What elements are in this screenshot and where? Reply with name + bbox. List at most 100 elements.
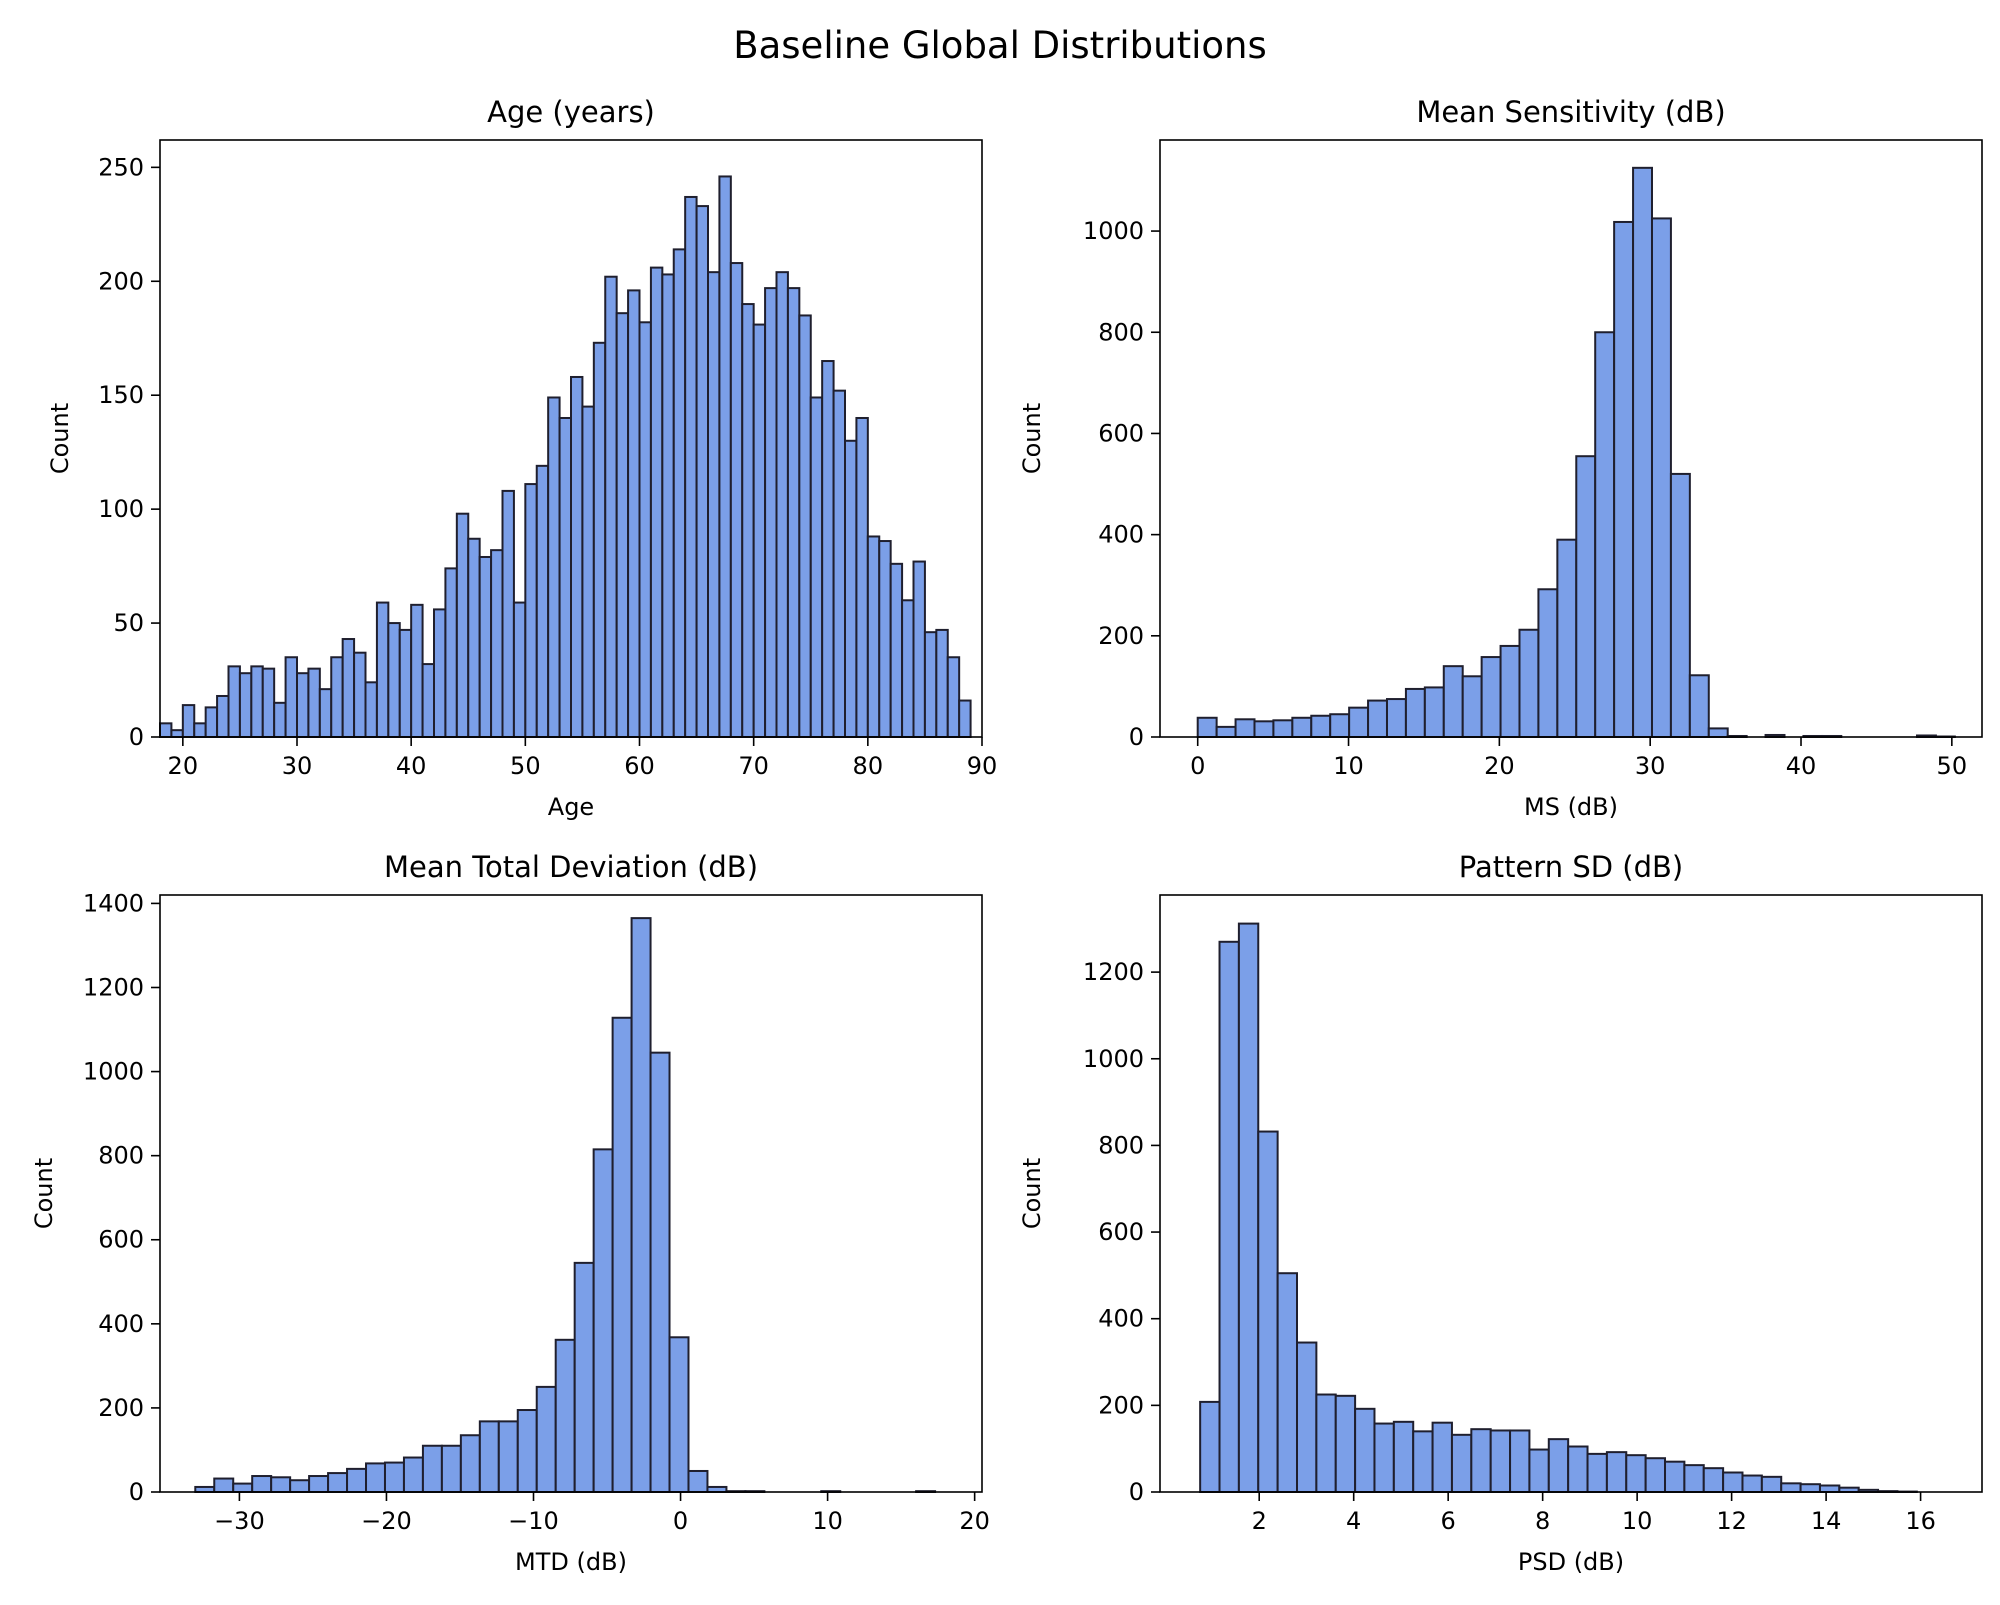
histogram-bar <box>1394 1422 1413 1492</box>
histogram-bar <box>423 1446 442 1492</box>
histogram-bar <box>674 249 685 737</box>
histogram-bar <box>651 268 662 737</box>
histogram-bar <box>799 315 810 737</box>
y-tick-label: 800 <box>1098 1131 1144 1159</box>
histogram-bar <box>765 288 776 737</box>
histogram-bar <box>1482 657 1501 737</box>
histogram-bar <box>879 541 890 737</box>
histogram-bar <box>742 304 753 737</box>
y-tick-label: 600 <box>98 1226 144 1254</box>
histogram-bar <box>320 689 331 737</box>
histogram-bars <box>195 918 935 1492</box>
histogram-bar <box>1452 1435 1471 1492</box>
y-tick-label: 800 <box>98 1142 144 1170</box>
subplot-title: Mean Sensitivity (dB) <box>1416 95 1725 129</box>
y-tick-label: 1200 <box>1083 958 1144 986</box>
histogram-bar <box>902 600 913 737</box>
histogram-bar <box>480 557 491 737</box>
histogram-bar <box>1349 708 1368 737</box>
histogram-bar <box>560 418 571 737</box>
histogram-bar <box>354 653 365 737</box>
histogram-bar <box>1762 1477 1781 1492</box>
histogram-bar <box>537 1387 556 1492</box>
histogram-bar <box>1217 727 1236 737</box>
histogram-bar <box>1316 1395 1335 1492</box>
x-tick-label: 90 <box>967 752 998 780</box>
histogram-bar <box>1576 456 1595 737</box>
histogram-bar <box>731 263 742 737</box>
histogram-bar <box>1652 218 1671 737</box>
histogram-bar <box>286 657 297 737</box>
y-tick-label: 1000 <box>83 1058 144 1086</box>
histogram-bar <box>388 623 399 737</box>
histogram-bar <box>1633 168 1652 737</box>
histogram-bar <box>400 630 411 737</box>
histogram-bar <box>1278 1273 1297 1492</box>
x-tick-label: 20 <box>168 752 199 780</box>
histogram-bar <box>1433 1423 1452 1492</box>
histogram-bar <box>868 536 879 737</box>
histogram-bar <box>252 1476 271 1492</box>
histogram-bar <box>856 418 867 737</box>
histogram-bar <box>719 176 730 737</box>
histogram-bar <box>503 491 514 737</box>
histogram-bar <box>1198 718 1217 737</box>
histogram-bar <box>240 673 251 737</box>
y-tick-label: 0 <box>1129 1478 1144 1506</box>
histogram-bar <box>160 723 171 737</box>
histogram-bar <box>1425 687 1444 737</box>
histogram-bar <box>274 703 285 737</box>
histogram-bar <box>343 639 354 737</box>
histogram-bar <box>423 664 434 737</box>
y-tick-label: 0 <box>129 723 144 751</box>
histogram-bar <box>331 657 342 737</box>
y-axis-label: Count <box>30 1158 58 1229</box>
y-tick-label: 600 <box>1098 1218 1144 1246</box>
histogram-bar <box>754 325 765 737</box>
histogram-bar <box>366 1463 385 1492</box>
x-tick-label: 30 <box>1635 752 1666 780</box>
histogram-bar <box>632 918 651 1492</box>
histogram-bar <box>1709 728 1728 737</box>
x-tick-label: 14 <box>1811 1507 1842 1535</box>
histogram-bar <box>613 1018 632 1492</box>
histogram-bar <box>1626 1455 1645 1492</box>
histogram-bar <box>1820 1486 1839 1492</box>
histogram-bar <box>548 397 559 737</box>
histogram-bar <box>229 666 240 737</box>
histogram-bar <box>206 707 217 737</box>
x-tick-label: 50 <box>510 752 541 780</box>
histogram-bar <box>385 1463 404 1492</box>
histogram-bar <box>1510 1430 1529 1492</box>
histogram-bars <box>160 176 971 737</box>
histogram-bar <box>1374 1424 1393 1492</box>
histogram-bar <box>1254 721 1273 737</box>
histogram-bar <box>582 407 593 737</box>
y-tick-label: 1200 <box>83 973 144 1001</box>
histogram-bar <box>328 1473 347 1492</box>
histogram-bar <box>1595 332 1614 737</box>
y-tick-label: 0 <box>129 1478 144 1506</box>
histogram-bar <box>1444 666 1463 737</box>
y-tick-label: 200 <box>98 267 144 295</box>
histogram-bar <box>708 272 719 737</box>
histogram-bar <box>217 696 228 737</box>
x-tick-label: 40 <box>396 752 427 780</box>
y-axis-label: Count <box>46 403 74 474</box>
histogram-bar <box>1200 1402 1219 1492</box>
histogram-bar <box>1471 1429 1490 1492</box>
x-tick-label: 10 <box>812 1507 843 1535</box>
histogram-bar <box>480 1421 499 1492</box>
histogram-bar <box>499 1421 518 1492</box>
x-axis-label: PSD (dB) <box>1518 1548 1624 1576</box>
histogram-bar <box>434 609 445 737</box>
histogram-bar <box>1646 1458 1665 1492</box>
x-axis-label: MTD (dB) <box>515 1548 627 1576</box>
x-tick-label: 60 <box>624 752 655 780</box>
histogram-bar <box>1336 1396 1355 1492</box>
x-tick-label: 10 <box>1333 752 1364 780</box>
